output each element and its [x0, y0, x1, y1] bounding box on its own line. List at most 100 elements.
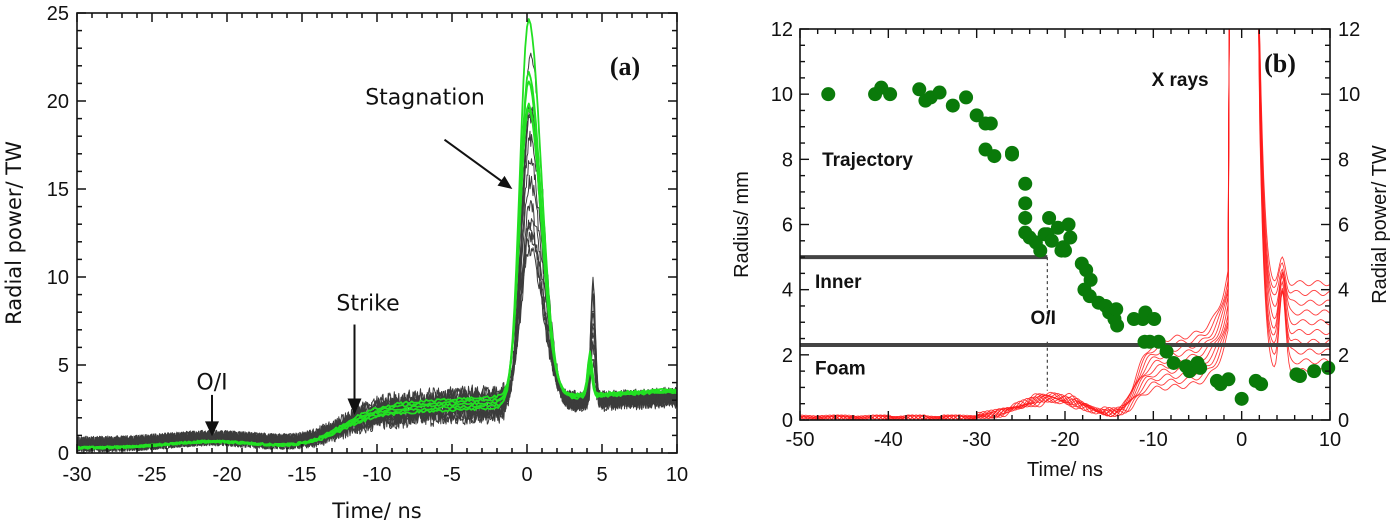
y-tick-label: 2 [782, 345, 793, 367]
x-tick-label: -20 [213, 464, 242, 486]
panel-a-x-axis-title: Time/ ns [331, 499, 421, 522]
x-tick-label: -30 [63, 464, 92, 486]
trajectory-point [1054, 243, 1069, 258]
xray-line [800, 29, 1330, 420]
y2-tick-label: 12 [1338, 19, 1360, 41]
xray-line [800, 29, 1330, 420]
y-tick-label: 25 [47, 3, 69, 25]
trajectory-point [1321, 360, 1336, 375]
y2-tick-label: 8 [1338, 149, 1349, 171]
trajectory-point [945, 98, 960, 113]
trajectory-point [1254, 377, 1269, 392]
x-tick-label: -10 [1139, 429, 1168, 451]
trajectory-point [1005, 147, 1019, 162]
y-tick-label: 10 [771, 84, 793, 106]
panel-b-y2-axis-title: Radial power/ TW [1369, 145, 1391, 304]
y-tick-label: 10 [47, 267, 69, 289]
trajectory-point [1151, 334, 1166, 349]
y-tick-label: 5 [58, 355, 69, 377]
x-tick-label: 0 [521, 464, 532, 486]
x-tick-label: -15 [288, 464, 317, 486]
y-tick-label: 0 [58, 443, 69, 465]
trajectory-point [1221, 372, 1236, 387]
panel-a-plot-area [76, 18, 678, 453]
xray-line [800, 29, 1330, 420]
xray-line [800, 29, 1330, 420]
y2-tick-label: 10 [1338, 84, 1360, 106]
arrow-stagnation [443, 138, 509, 187]
trajectory-point [1050, 220, 1065, 235]
y2-tick-label: 0 [1338, 410, 1349, 432]
y-tick-label: 8 [782, 149, 793, 171]
xray-line [802, 29, 1330, 420]
x-tick-label: 0 [1236, 429, 1247, 451]
green-shot-line [76, 108, 677, 450]
y-tick-label: 20 [47, 91, 69, 113]
x-tick-label: -10 [363, 464, 392, 486]
trajectory-point [1292, 369, 1307, 384]
trajectory-point [1166, 355, 1181, 370]
panel-a-annotations: O/I Strike Stagnation [196, 86, 513, 437]
panel-b-x-axis-title: Time/ ns [1027, 459, 1103, 481]
x-tick-label: 10 [1319, 429, 1341, 451]
trajectory-point [1063, 230, 1078, 245]
trajectory-point [1061, 217, 1076, 232]
trajectory-point [1307, 364, 1322, 379]
annotation-oi: O/I [196, 371, 227, 396]
trajectory-point [1044, 233, 1059, 248]
trajectory-point [1109, 302, 1124, 317]
trajectory-point [987, 149, 1002, 164]
trajectory-point [1018, 196, 1033, 211]
trajectory-point [1033, 243, 1048, 258]
arrowhead-stagnation [497, 175, 513, 190]
arrowhead-oi [205, 421, 219, 437]
trajectory-point [1147, 311, 1162, 326]
trajectory-point [1193, 360, 1208, 375]
panel-b-frame [799, 28, 1331, 421]
y2-tick-label: 4 [1338, 280, 1349, 302]
trajectory-point [1159, 344, 1174, 359]
xray-line [800, 29, 1330, 420]
x-tick-label: -40 [874, 429, 903, 451]
x-tick-label: 10 [666, 464, 688, 486]
trajectory-point [959, 90, 974, 105]
xrays-label: X rays [1152, 70, 1209, 91]
panel-a-label: (a) [610, 52, 640, 81]
trajectory-point [1234, 391, 1249, 406]
annotation-strike: Strike [336, 291, 399, 316]
trajectory-point [969, 108, 984, 123]
inner-label: Inner [815, 272, 862, 293]
trajectory-label: Trajectory [822, 150, 913, 171]
annotation-stagnation: Stagnation [365, 86, 485, 111]
y-tick-label: 12 [771, 19, 793, 41]
trajectory-point [1018, 176, 1033, 191]
y2-tick-label: 2 [1338, 345, 1349, 367]
xray-line [802, 29, 1330, 420]
trajectory-point [932, 85, 947, 100]
y-tick-label: 15 [47, 179, 69, 201]
panel-a: -30 -25 -20 -15 -10 -5 0 5 10 0 5 10 15 20 25 Time/ ns… [2, 3, 688, 522]
panel-a-ticks: -30 -25 -20 -15 -10 -5 0 5 10 0 5 10 15 20 25 [47, 3, 688, 486]
x-tick-label: -50 [786, 429, 815, 451]
x-tick-label: 5 [596, 464, 607, 486]
xray-lines [800, 29, 1330, 420]
x-tick-label: -5 [443, 464, 461, 486]
panel-b-label: (b) [1264, 49, 1296, 78]
panel-a-y-axis-title: Radial power/ TW [2, 141, 26, 325]
xray-line [800, 29, 1330, 420]
trajectory-point [983, 116, 998, 131]
trajectory-point [883, 87, 898, 102]
foam-label: Foam [815, 358, 866, 379]
y-tick-label: 4 [782, 280, 793, 302]
x-tick-label: -25 [138, 464, 167, 486]
y-tick-label: 0 [782, 410, 793, 432]
y2-tick-label: 6 [1338, 215, 1349, 237]
xray-line [800, 29, 1330, 420]
panel-b-plot-area [800, 29, 1336, 420]
x-tick-label: -20 [1051, 429, 1080, 451]
trajectory-point [1042, 210, 1057, 225]
arrowhead-strike [347, 398, 362, 416]
